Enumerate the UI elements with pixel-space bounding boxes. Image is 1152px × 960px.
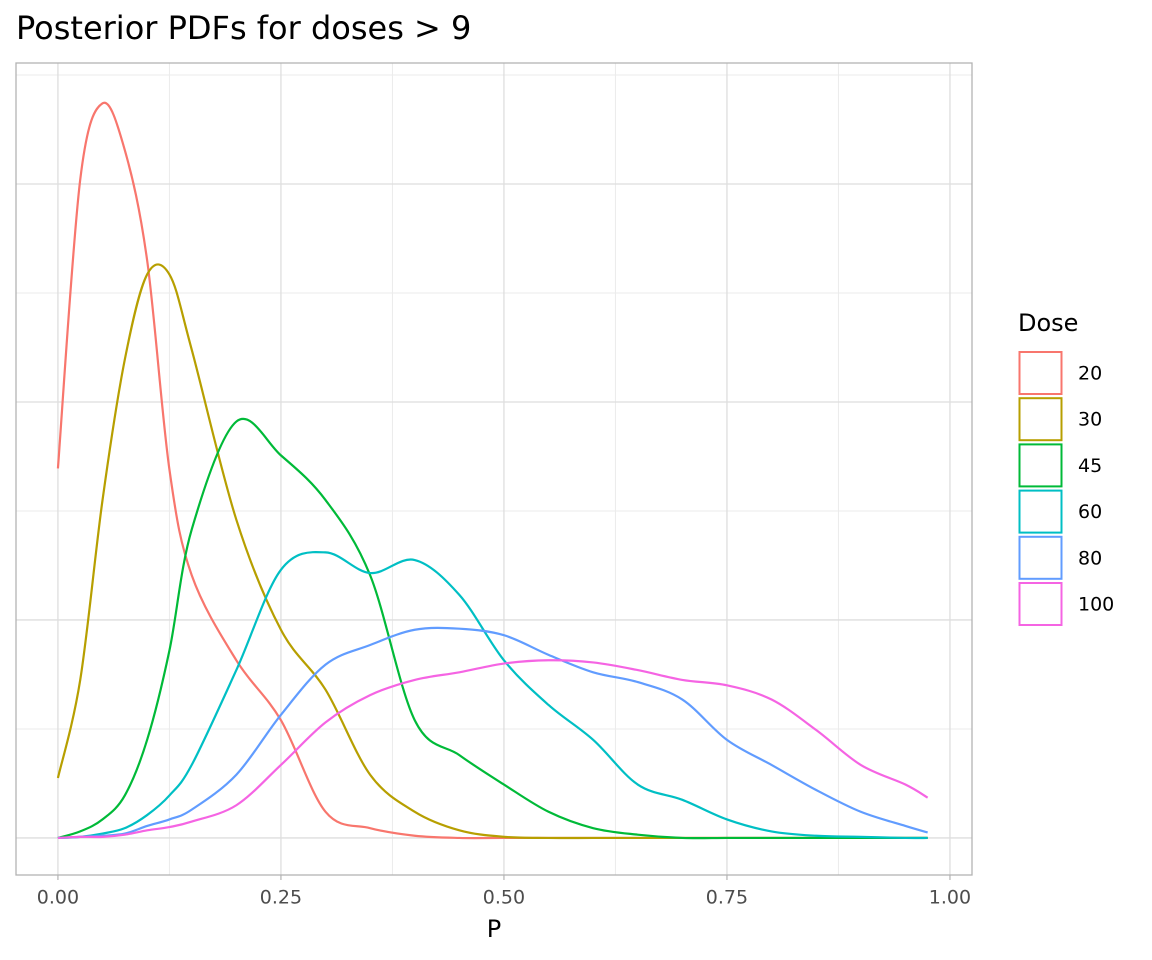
legend-title: Dose	[1018, 309, 1078, 337]
x-axis-label: P	[487, 915, 501, 943]
legend-label: 60	[1078, 501, 1102, 523]
density-line	[57, 626, 928, 840]
legend-label: 20	[1078, 363, 1102, 385]
x-tick-label: 0.00	[37, 887, 79, 909]
x-tick-label: 0.75	[706, 887, 748, 909]
legend-label: 80	[1078, 547, 1102, 569]
density-line	[57, 659, 929, 840]
legend-label: 100	[1078, 594, 1114, 616]
x-tick-label: 0.25	[260, 887, 302, 909]
chart-title: Posterior PDFs for doses > 9	[16, 9, 471, 47]
legend-key	[1018, 489, 1063, 534]
density-line	[57, 551, 928, 840]
legend-label: 45	[1078, 455, 1102, 477]
density-line	[57, 417, 928, 840]
legend-key	[1018, 443, 1063, 488]
legend-key	[1018, 535, 1063, 580]
legend-key	[1018, 582, 1063, 626]
x-tick-label: 0.50	[483, 887, 525, 909]
x-tick-label: 1.00	[929, 887, 971, 909]
legend-key	[1018, 397, 1063, 442]
panel-border	[15, 62, 973, 876]
legend-label: 30	[1078, 409, 1102, 431]
legend-key	[1018, 351, 1063, 395]
